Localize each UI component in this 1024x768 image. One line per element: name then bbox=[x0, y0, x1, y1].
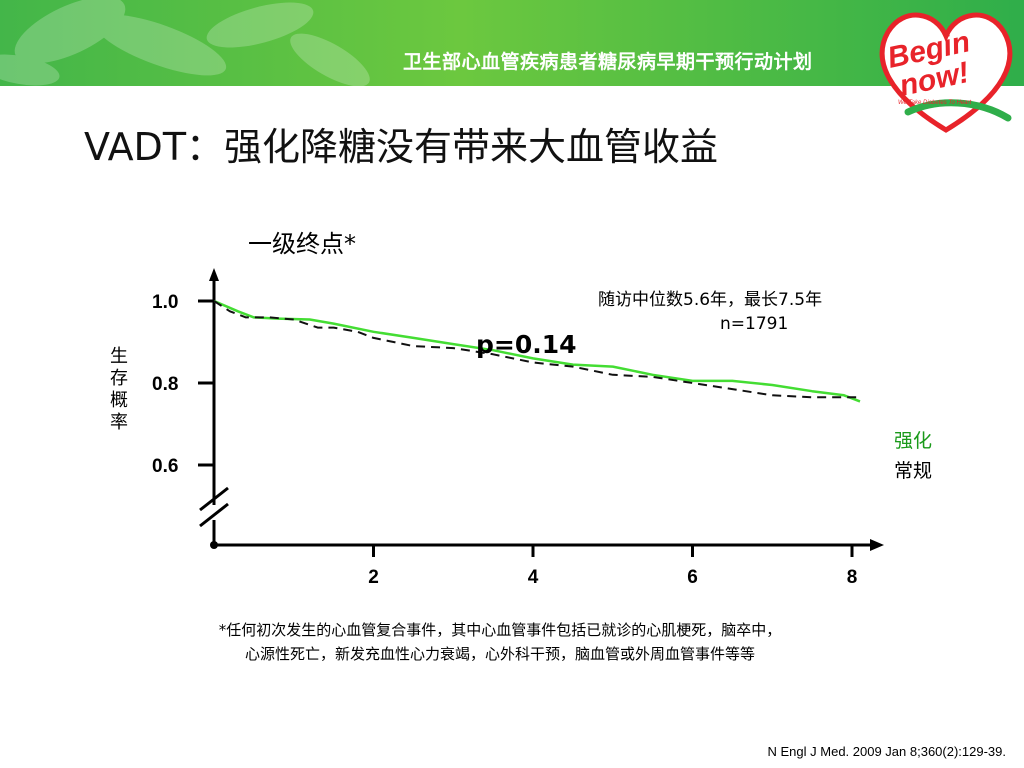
footnote-line-2: 心源性死亡，新发充血性心力衰竭，心外科干预，脑血管或外周血管事件等等 bbox=[244, 645, 755, 663]
chart-series bbox=[213, 299, 861, 403]
banner-hands-decoration bbox=[0, 0, 370, 86]
legend-standard: 常规 bbox=[894, 460, 933, 482]
y-tick-label: 1.0 bbox=[152, 292, 178, 313]
sample-size-note: n=1791 bbox=[720, 314, 789, 334]
slide-title: VADT：强化降糖没有带来大血管收益 bbox=[84, 125, 719, 169]
axis-break-mark bbox=[199, 502, 229, 528]
logo-tagline: We Take Diabetes To Heart bbox=[898, 100, 971, 106]
legend-intensive: 强化 bbox=[894, 430, 933, 452]
x-tick-label: 6 bbox=[687, 567, 698, 588]
axis-break-mark bbox=[199, 486, 229, 512]
footnote-line-1: *任何初次发生的心血管复合事件，其中心血管事件包括已就诊的心肌梗死，脑卒中， bbox=[218, 621, 782, 639]
intensive-survival-curve bbox=[213, 299, 861, 403]
y-axis-label: 生存概率 bbox=[110, 346, 128, 433]
begin-now-logo: Begin now! We Take Diabetes To Heart bbox=[879, 12, 1013, 133]
y-axis-arrowhead bbox=[209, 268, 219, 281]
program-title: 卫生部心血管疾病患者糖尿病早期干预行动计划 bbox=[403, 51, 813, 73]
x-tick-label: 2 bbox=[368, 567, 379, 588]
x-tick-label: 8 bbox=[847, 567, 858, 588]
y-tick-label: 0.8 bbox=[152, 374, 178, 395]
x-axis-arrowhead bbox=[870, 539, 884, 551]
endpoint-footnote: *任何初次发生的心血管复合事件，其中心血管事件包括已就诊的心肌梗死，脑卒中， 心… bbox=[0, 618, 1000, 666]
y-tick-label: 0.6 bbox=[152, 456, 178, 477]
x-tick-label: 4 bbox=[528, 567, 539, 588]
chart-title: 一级终点* bbox=[248, 230, 356, 258]
header-banner: 卫生部心血管疾病患者糖尿病早期干预行动计划 bbox=[0, 0, 1024, 86]
chart-axes bbox=[199, 268, 884, 551]
citation: N Engl J Med. 2009 Jan 8;360(2):129-39. bbox=[767, 744, 1006, 759]
follow-up-note: 随访中位数5.6年，最长7.5年 bbox=[598, 290, 823, 310]
p-value: p=0.14 bbox=[476, 330, 577, 359]
standard-survival-curve bbox=[213, 300, 860, 399]
chart-ticks: 0.6 0.8 1.0 2 4 6 8 bbox=[152, 292, 857, 588]
